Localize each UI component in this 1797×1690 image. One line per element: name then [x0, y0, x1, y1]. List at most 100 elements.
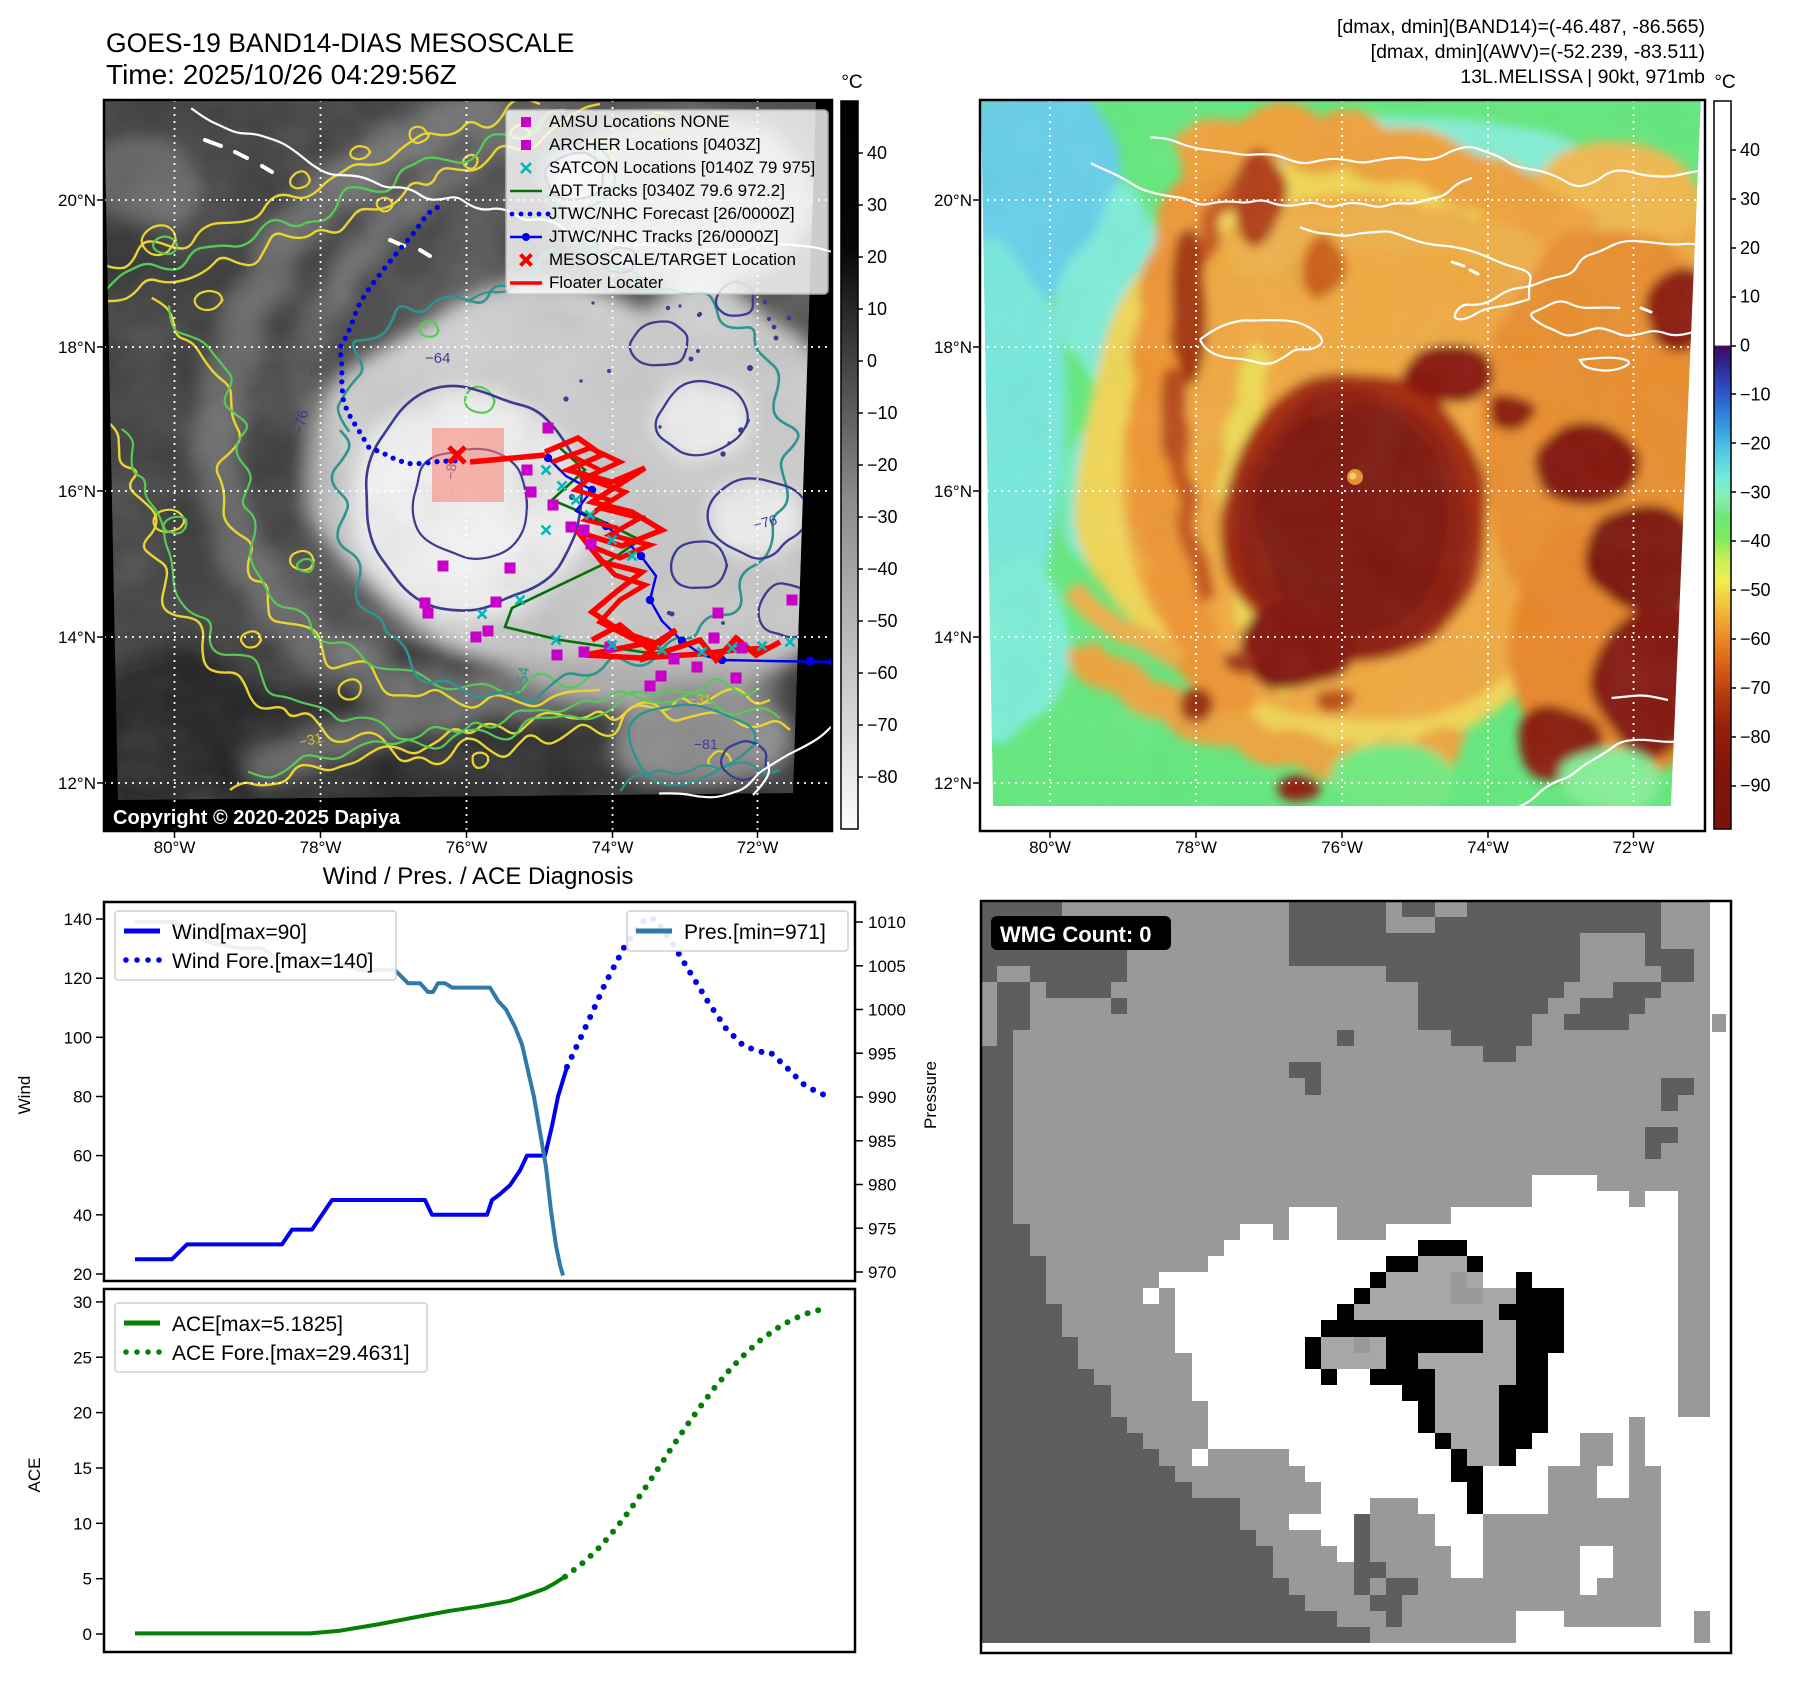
svg-text:JTWC/NHC Forecast [26/0000Z]: JTWC/NHC Forecast [26/0000Z]: [549, 204, 795, 223]
svg-text:985: 985: [868, 1132, 896, 1151]
svg-text:−30: −30: [1740, 482, 1771, 502]
svg-text:−40: −40: [1740, 531, 1771, 551]
svg-text:°C: °C: [841, 72, 862, 93]
svg-text:30: 30: [1740, 189, 1760, 209]
svg-text:40: 40: [73, 1206, 92, 1225]
svg-text:5: 5: [83, 1570, 92, 1589]
svg-text:Pres.[min=971]: Pres.[min=971]: [684, 921, 826, 944]
svg-text:GOES-19 BAND14-DIAS MESOSCALE: GOES-19 BAND14-DIAS MESOSCALE: [106, 28, 574, 58]
svg-text:78°W: 78°W: [300, 838, 342, 857]
svg-text:12°N: 12°N: [934, 774, 972, 793]
svg-text:−30: −30: [867, 507, 898, 527]
svg-text:980: 980: [868, 1176, 896, 1195]
svg-text:1000: 1000: [868, 1001, 906, 1020]
svg-text:Wind[max=90]: Wind[max=90]: [172, 921, 307, 944]
svg-text:ARCHER Locations [0403Z]: ARCHER Locations [0403Z]: [549, 135, 761, 154]
svg-text:20: 20: [1740, 238, 1760, 258]
svg-text:14°N: 14°N: [934, 628, 972, 647]
svg-text:−31: −31: [688, 691, 712, 707]
svg-text:[dmax, dmin](BAND14)=(-46.487,: [dmax, dmin](BAND14)=(-46.487, -86.565): [1337, 16, 1705, 38]
svg-text:12°N: 12°N: [58, 774, 96, 793]
svg-text:80°W: 80°W: [154, 838, 196, 857]
svg-text:80: 80: [73, 1087, 92, 1106]
svg-text:0: 0: [867, 351, 877, 371]
svg-text:1010: 1010: [868, 913, 906, 932]
svg-text:14°N: 14°N: [58, 628, 96, 647]
svg-text:20: 20: [867, 247, 887, 267]
svg-text:ACE[max=5.1825]: ACE[max=5.1825]: [172, 1313, 343, 1336]
svg-text:25: 25: [73, 1348, 92, 1367]
svg-text:16°N: 16°N: [934, 482, 972, 501]
svg-text:18°N: 18°N: [58, 338, 96, 357]
svg-text:990: 990: [868, 1088, 896, 1107]
svg-text:−20: −20: [1740, 433, 1771, 453]
svg-text:78°W: 78°W: [1175, 838, 1217, 857]
svg-text:−80: −80: [867, 767, 898, 787]
svg-text:−64: −64: [425, 350, 450, 367]
svg-text:995: 995: [868, 1044, 896, 1063]
svg-text:−76: −76: [752, 511, 779, 533]
svg-text:970: 970: [868, 1263, 896, 1282]
svg-text:SATCON Locations [0140Z 79 975: SATCON Locations [0140Z 79 975]: [549, 158, 815, 177]
svg-text:72°W: 72°W: [737, 838, 779, 857]
svg-text:Wind Fore.[max=140]: Wind Fore.[max=140]: [172, 950, 373, 973]
svg-text:74°W: 74°W: [592, 838, 634, 857]
svg-text:20°N: 20°N: [58, 191, 96, 210]
svg-text:76°W: 76°W: [446, 838, 488, 857]
svg-text:MESOSCALE/TARGET Location: MESOSCALE/TARGET Location: [549, 250, 796, 269]
svg-text:−70: −70: [867, 715, 898, 735]
svg-text:JTWC/NHC Tracks [26/0000Z]: JTWC/NHC Tracks [26/0000Z]: [549, 227, 779, 246]
svg-text:76°W: 76°W: [1321, 838, 1363, 857]
svg-text:15: 15: [73, 1459, 92, 1478]
svg-text:16°N: 16°N: [58, 482, 96, 501]
svg-text:−20: −20: [867, 455, 898, 475]
svg-text:30: 30: [867, 195, 887, 215]
svg-text:975: 975: [868, 1219, 896, 1238]
svg-text:10: 10: [73, 1514, 92, 1533]
svg-text:120: 120: [64, 969, 92, 988]
svg-text:30: 30: [73, 1293, 92, 1312]
svg-text:−31: −31: [297, 729, 324, 750]
svg-text:−80: −80: [1740, 727, 1771, 747]
svg-text:ACE Fore.[max=29.4631]: ACE Fore.[max=29.4631]: [172, 1342, 410, 1365]
svg-text:−50: −50: [867, 611, 898, 631]
svg-text:−60: −60: [1740, 629, 1771, 649]
svg-text:Copyright © 2020-2025 Dapiya: Copyright © 2020-2025 Dapiya: [113, 807, 401, 829]
svg-text:Wind / Pres. / ACE Diagnosis: Wind / Pres. / ACE Diagnosis: [323, 863, 634, 890]
svg-text:20: 20: [73, 1404, 92, 1423]
svg-text:10: 10: [1740, 287, 1760, 307]
svg-text:Pressure: Pressure: [921, 1061, 940, 1129]
svg-text:20: 20: [73, 1265, 92, 1284]
svg-text:[dmax, dmin](AWV)=(-52.239, -8: [dmax, dmin](AWV)=(-52.239, -83.511): [1371, 41, 1705, 63]
svg-text:−76: −76: [290, 408, 312, 436]
svg-text:18°N: 18°N: [934, 338, 972, 357]
svg-text:140: 140: [64, 910, 92, 929]
svg-text:−81: −81: [694, 736, 718, 752]
svg-text:−54: −54: [512, 666, 533, 694]
svg-text:Wind: Wind: [15, 1076, 34, 1115]
svg-text:72°W: 72°W: [1613, 838, 1655, 857]
svg-text:−10: −10: [1740, 385, 1771, 405]
svg-text:0: 0: [1740, 336, 1750, 356]
svg-text:Time: 2025/10/26 04:29:56Z: Time: 2025/10/26 04:29:56Z: [106, 59, 457, 90]
svg-text:1005: 1005: [868, 957, 906, 976]
svg-text:Floater Locater: Floater Locater: [549, 273, 664, 292]
svg-text:ADT Tracks [0340Z 79.6 972.2]: ADT Tracks [0340Z 79.6 972.2]: [549, 181, 785, 200]
svg-text:80°W: 80°W: [1029, 838, 1071, 857]
svg-text:74°W: 74°W: [1467, 838, 1509, 857]
svg-text:−50: −50: [1740, 580, 1771, 600]
svg-text:AMSU Locations NONE: AMSU Locations NONE: [549, 112, 729, 131]
svg-text:40: 40: [1740, 140, 1760, 160]
svg-text:−60: −60: [867, 663, 898, 683]
svg-text:100: 100: [64, 1028, 92, 1047]
svg-text:20°N: 20°N: [934, 191, 972, 210]
svg-text:ACE: ACE: [25, 1458, 44, 1493]
svg-text:10: 10: [867, 299, 887, 319]
svg-text:60: 60: [73, 1147, 92, 1166]
svg-text:40: 40: [867, 143, 887, 163]
svg-text:−10: −10: [867, 403, 898, 423]
svg-text:−90: −90: [1740, 776, 1771, 796]
svg-text:°C: °C: [1714, 72, 1735, 93]
svg-text:−70: −70: [1740, 678, 1771, 698]
svg-text:13L.MELISSA | 90kt, 971mb: 13L.MELISSA | 90kt, 971mb: [1460, 66, 1705, 88]
